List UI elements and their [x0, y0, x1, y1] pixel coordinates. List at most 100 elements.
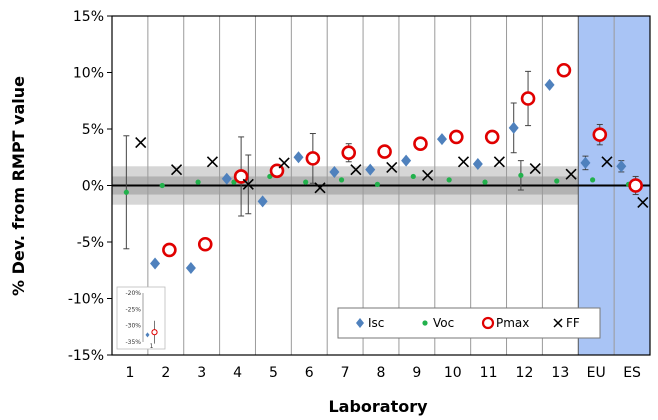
inset-box: [116, 286, 166, 350]
voc-point: [123, 189, 129, 195]
isc-point: [616, 160, 627, 173]
isc-point: [365, 163, 376, 176]
x-tick-label: 10: [444, 365, 462, 381]
voc-point: [303, 179, 309, 185]
x-tick-label: 7: [341, 365, 350, 381]
pmax-point: [162, 242, 177, 258]
voc-point: [195, 179, 201, 185]
voc-point: [554, 178, 560, 184]
voc-point: [590, 177, 596, 183]
ff-point: [386, 161, 398, 173]
isc-point: [580, 156, 591, 169]
legend-isc-label: Isc: [368, 316, 384, 330]
inset-y-tick-label: -20%: [125, 290, 141, 297]
voc-point: [482, 179, 488, 185]
pmax-point: [377, 144, 392, 159]
inset-y-tick-label: -35%: [125, 339, 141, 346]
x-axis-ticks: 1 2 3 4 5 6 7 8 9 10 11 12 13 EU ES: [125, 365, 641, 381]
x-tick-label: 5: [269, 365, 278, 381]
isc-point: [472, 158, 483, 171]
inset-chart: -20% -25% -30% -35% 1: [116, 286, 166, 350]
pmax-point: [449, 129, 464, 145]
y-tick-label: 15%: [73, 9, 104, 25]
ff-point: [422, 169, 434, 181]
ff-point: [637, 196, 649, 209]
ff-point: [350, 164, 362, 176]
isc-point: [185, 261, 196, 274]
isc-point: [401, 154, 412, 167]
pmax-point: [197, 236, 213, 252]
ff-point: [493, 156, 505, 168]
x-tick-label: 8: [377, 365, 386, 381]
x-axis-title: Laboratory: [328, 397, 428, 416]
voc-point: [374, 181, 381, 187]
ff-point: [529, 162, 541, 175]
legend-ff-marker: [553, 318, 563, 328]
ff-point: [565, 168, 577, 180]
x-tick-label: 4: [233, 365, 242, 381]
inset-y-tick-label: -30%: [125, 323, 141, 330]
x-tick-label: EU: [587, 365, 606, 381]
x-tick-label: 9: [412, 365, 421, 381]
y-tick-label: 0%: [82, 179, 104, 195]
y-tick-label: 10%: [73, 66, 104, 82]
ff-point: [457, 156, 470, 168]
pmax-point: [484, 129, 500, 145]
pmax-point: [341, 145, 357, 161]
ff-point: [170, 164, 183, 176]
isc-point: [293, 151, 304, 164]
legend-box: [337, 307, 601, 339]
x-tick-label: 3: [197, 365, 206, 381]
voc-point: [231, 179, 237, 185]
legend-ff-label: FF: [566, 316, 580, 330]
x-tick-label: 11: [480, 365, 498, 381]
y-tick-label: -10%: [68, 292, 104, 308]
isc-point: [150, 257, 161, 270]
pmax-point: [305, 151, 321, 166]
legend: Isc Voc Pmax FF: [337, 307, 601, 339]
ff-point: [601, 156, 613, 168]
x-tick-label: 12: [516, 365, 534, 381]
pmax-point: [592, 127, 608, 142]
legend-voc-label: Voc: [433, 316, 454, 330]
ff-point: [278, 157, 290, 169]
isc-point: [544, 78, 555, 91]
ff-point: [314, 182, 326, 194]
voc-point: [159, 182, 165, 189]
isc-point: [257, 195, 268, 208]
inset-x-tick-label: 1: [150, 343, 154, 350]
y-tick-label: -5%: [77, 235, 104, 251]
x-tick-label: 1: [125, 365, 134, 381]
x-tick-label: 6: [305, 365, 314, 381]
voc-point: [446, 177, 452, 183]
voc-point: [518, 172, 524, 178]
ff-point: [206, 156, 218, 168]
x-tick-label: ES: [623, 365, 641, 381]
legend-pmax-label: Pmax: [496, 316, 529, 330]
voc-point: [338, 177, 345, 183]
ff-point: [242, 178, 254, 190]
pmax-point: [520, 91, 536, 106]
y-tick-label: 5%: [82, 122, 104, 138]
legend-isc-marker: [356, 318, 364, 328]
y-axis-title: % Dev. from RMPT value: [9, 76, 28, 296]
ff-point: [135, 136, 147, 149]
x-tick-label: 2: [161, 365, 170, 381]
y-axis-ticks: -15% -10% -5% 0% 5% 10% 15%: [68, 9, 112, 364]
isc-point: [329, 165, 340, 178]
inset-pmax-point: [151, 329, 158, 336]
pmax-point: [628, 178, 643, 193]
pmax-point: [556, 62, 572, 78]
legend-pmax-marker: [481, 316, 495, 330]
inset-y-tick-label: -25%: [125, 306, 141, 313]
isc-point: [508, 121, 519, 134]
y-tick-label: -15%: [68, 348, 104, 364]
isc-point: [221, 172, 232, 185]
pmax-point: [413, 136, 428, 151]
voc-point: [410, 173, 416, 180]
data-marks: [123, 62, 649, 274]
x-tick-label: 13: [551, 365, 569, 381]
inset-isc-point: [145, 332, 150, 338]
legend-voc-marker: [422, 320, 428, 326]
